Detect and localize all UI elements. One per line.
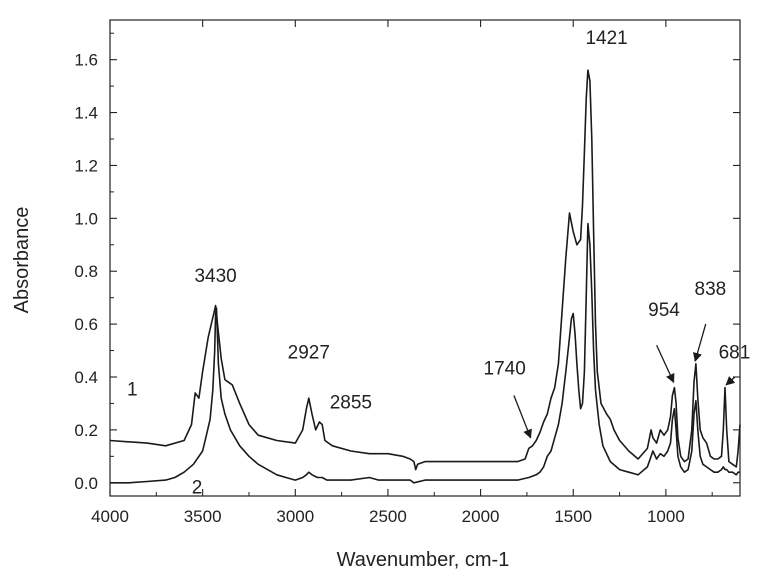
annotation-arrow — [656, 344, 675, 384]
series-line-1 — [109, 69, 741, 471]
x-axis-ticks: 4000 3500 3000 2500 2000 1500 1000 — [91, 20, 713, 526]
peak-label: 2927 — [288, 342, 330, 363]
plot-border — [109, 19, 741, 497]
peak-annotations: 3430 2927 2855 1740 1421 954 838 681 — [194, 28, 750, 414]
y-tick-label: 0.2 — [74, 421, 98, 440]
peak-label: 681 — [719, 342, 751, 363]
y-axis-title: Absorbance — [11, 207, 33, 314]
curve-label: 2 — [192, 477, 203, 498]
y-tick-label: 1.4 — [74, 104, 98, 123]
x-tick-label: 1000 — [647, 507, 685, 526]
plot-frame — [109, 19, 741, 497]
y-tick-label: 1.0 — [74, 209, 98, 228]
annotation-arrow — [513, 395, 532, 439]
y-axis-ticks: 0.0 0.2 0.4 0.6 0.8 1.0 1.2 1.4 1.6 — [74, 32, 740, 493]
peak-label: 2855 — [330, 393, 372, 414]
annotation-arrow — [725, 376, 736, 386]
x-tick-label: 2000 — [462, 507, 500, 526]
annotation-arrows — [513, 323, 736, 439]
x-tick-label: 3000 — [276, 507, 314, 526]
x-axis-title: Wavenumber, cm-1 — [337, 549, 510, 571]
y-tick-label: 1.2 — [74, 156, 98, 175]
series-line-2 — [110, 222, 740, 484]
y-tick-label: 0.6 — [74, 315, 98, 334]
x-tick-label: 1500 — [554, 507, 592, 526]
x-tick-label: 2500 — [369, 507, 407, 526]
y-tick-label: 0.4 — [74, 368, 98, 387]
x-tick-label: 4000 — [91, 507, 129, 526]
peak-label: 1740 — [484, 358, 526, 379]
series-lines — [109, 69, 741, 484]
y-tick-label: 1.6 — [74, 51, 98, 70]
peak-label: 1421 — [585, 28, 627, 49]
curve-label: 1 — [127, 380, 138, 401]
peak-label: 838 — [695, 279, 727, 300]
y-tick-label: 0.0 — [74, 474, 98, 493]
curve-labels: 12 — [127, 380, 202, 499]
peak-label: 954 — [648, 300, 680, 321]
peak-label: 3430 — [194, 266, 236, 287]
annotation-arrow — [693, 323, 707, 363]
x-tick-label: 3500 — [184, 507, 222, 526]
y-tick-label: 0.8 — [74, 262, 98, 281]
